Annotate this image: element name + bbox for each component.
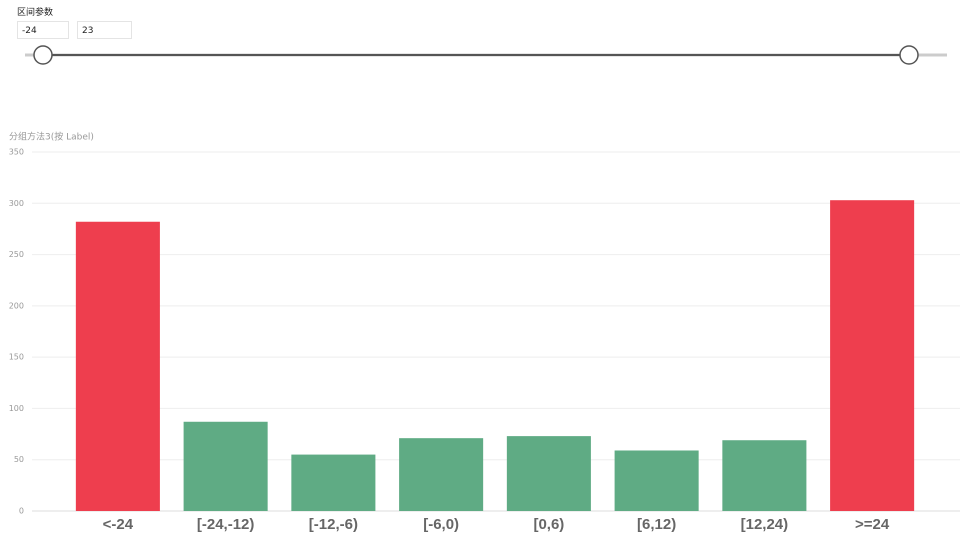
y-tick-label: 0 (19, 507, 24, 516)
y-tick-label: 50 (14, 455, 24, 464)
y-tick-label: 100 (9, 404, 24, 413)
x-tick-label: [-6,0) (423, 516, 459, 533)
bar (506, 436, 591, 511)
x-tick-label: [-12,-6) (309, 516, 358, 533)
bar (399, 438, 484, 511)
x-tick-label: [0,6) (533, 516, 564, 533)
x-tick-label: <-24 (103, 516, 134, 533)
min-input[interactable]: -24 (17, 21, 69, 39)
x-tick-label: [12,24) (741, 516, 789, 533)
x-tick-label: [-24,-12) (197, 516, 255, 533)
y-tick-label: 250 (9, 250, 24, 259)
x-tick-label: >=24 (855, 516, 890, 533)
slider-handle[interactable] (899, 45, 919, 65)
bar (291, 454, 376, 511)
slicer-title: 区间参数 (17, 8, 54, 18)
bar (614, 450, 699, 511)
y-tick-label: 350 (9, 148, 24, 157)
slider-handle[interactable] (33, 45, 53, 65)
y-tick-label: 300 (9, 199, 24, 208)
y-tick-label: 150 (9, 353, 24, 362)
x-tick-label: [6,12) (637, 516, 676, 533)
y-tick-label: 200 (9, 301, 24, 310)
max-input[interactable]: 23 (77, 21, 132, 39)
chart-title: 分组方法3(按 Label) (9, 131, 94, 143)
bar (830, 200, 915, 512)
bar (722, 440, 807, 511)
bar (75, 221, 160, 511)
bar (183, 421, 268, 511)
